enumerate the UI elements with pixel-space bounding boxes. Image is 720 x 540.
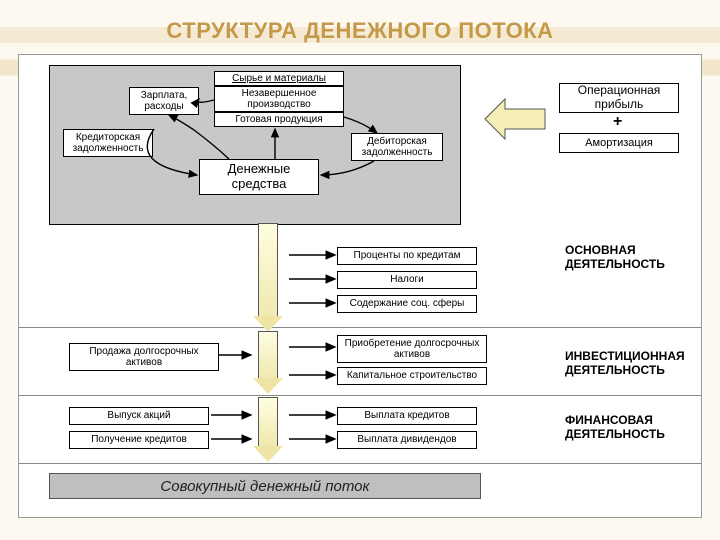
box-shares: Выпуск акций: [69, 407, 209, 425]
box-op-profit: Операционная прибыль: [559, 83, 679, 113]
box-asset-buy: Приобретение долгосрочных активов: [337, 335, 487, 363]
box-loans-out: Выплата кредитов: [337, 407, 477, 425]
flow-arrow-3: [253, 397, 283, 462]
box-salary: Зарплата, расходы: [129, 87, 199, 115]
divider-1: [19, 327, 701, 328]
box-capex: Капитальное строительство: [337, 367, 487, 385]
box-debtors: Дебиторская задолженность: [351, 133, 443, 161]
page-title: СТРУКТУРА ДЕНЕЖНОГО ПОТОКА: [0, 0, 720, 54]
box-asset-sale: Продажа долгосрочных активов: [69, 343, 219, 371]
total-cashflow-bar: Совокупный денежный поток: [49, 473, 481, 499]
box-creditors: Кредиторская задолженность: [63, 129, 153, 157]
plus-sign: +: [613, 113, 622, 131]
divider-3: [19, 463, 701, 464]
divider-2: [19, 395, 701, 396]
box-wip: Незавершенное производство: [214, 86, 344, 112]
section-investing: ИНВЕСТИЦИОННАЯДЕЯТЕЛЬНОСТЬ: [565, 349, 685, 378]
box-dividends: Выплата дивидендов: [337, 431, 477, 449]
flow-arrow-2: [253, 331, 283, 394]
section-financing: ФИНАНСОВАЯДЕЯТЕЛЬНОСТЬ: [565, 413, 665, 442]
section-operating: ОСНОВНАЯДЕЯТЕЛЬНОСТЬ: [565, 243, 665, 272]
box-cash: Денежные средства: [199, 159, 319, 195]
box-amort: Амортизация: [559, 133, 679, 153]
box-social: Содержание соц. сферы: [337, 295, 477, 313]
flow-arrow-1: [253, 223, 283, 332]
box-finished: Готовая продукция: [214, 112, 344, 127]
box-taxes: Налоги: [337, 271, 477, 289]
box-loans-in: Получение кредитов: [69, 431, 209, 449]
box-raw-materials: Сырье и материалы: [214, 71, 344, 86]
box-interest: Проценты по кредитам: [337, 247, 477, 265]
diagram-canvas: Сырье и материалы Незавершенное производ…: [18, 54, 702, 518]
